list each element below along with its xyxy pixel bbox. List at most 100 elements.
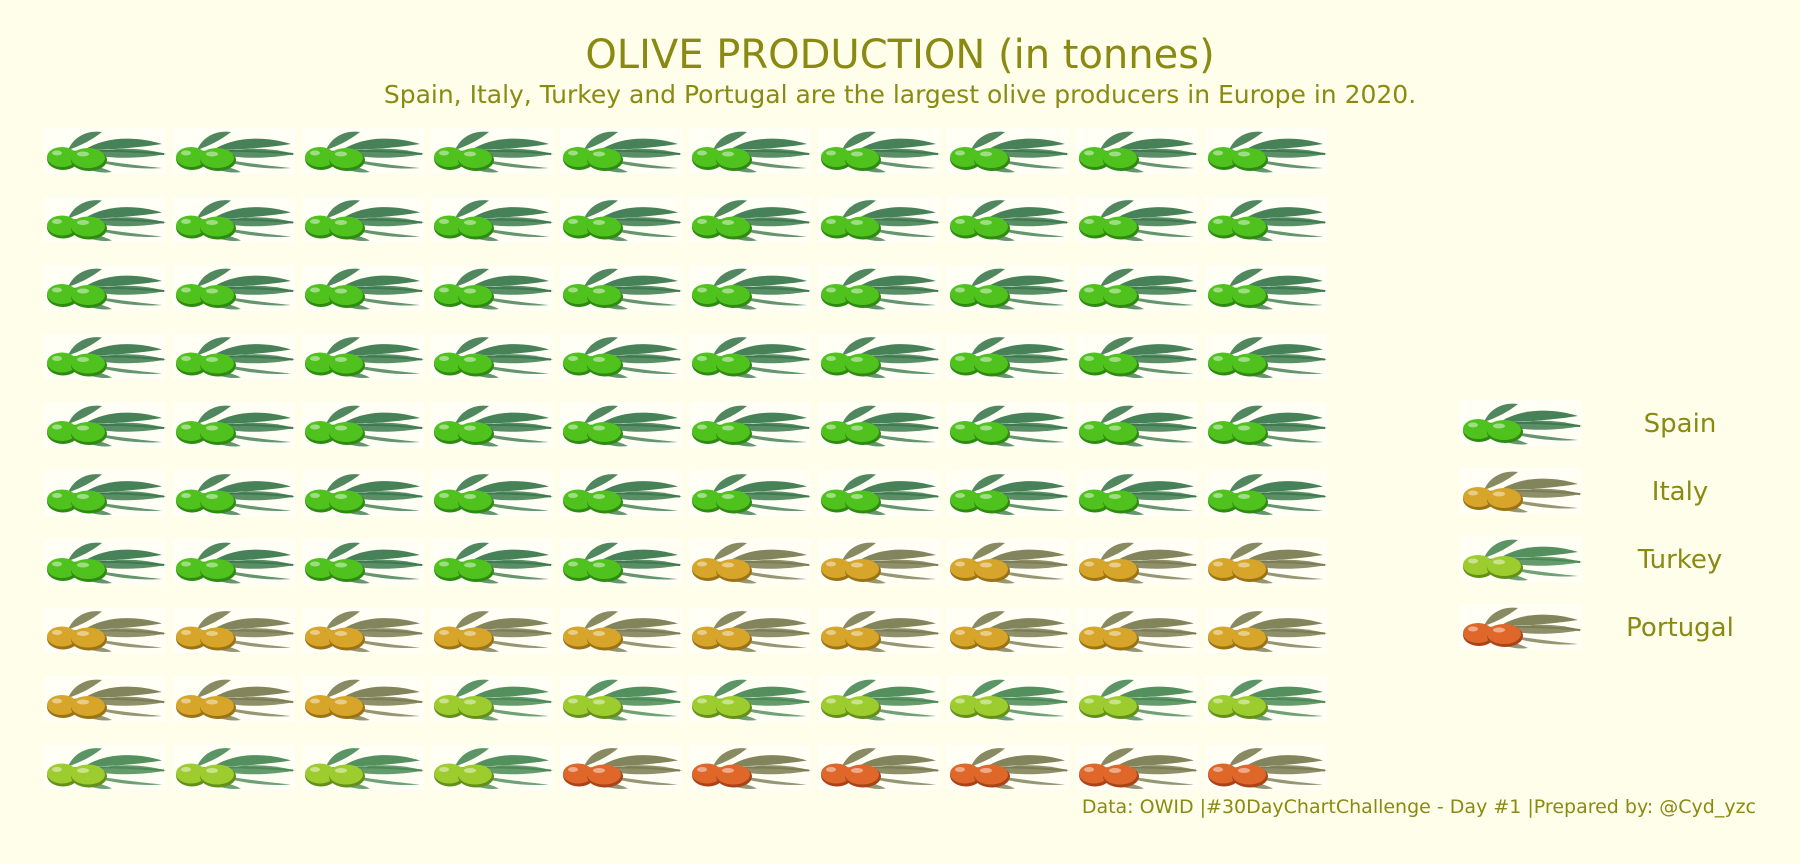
legend-label-turkey: Turkey — [1637, 545, 1723, 575]
waffle-cell-spain — [1076, 128, 1198, 174]
waffle-cell-spain — [689, 128, 811, 174]
waffle-cell-spain — [431, 128, 553, 174]
waffle-cell-spain — [431, 196, 553, 243]
waffle-cell-turkey — [302, 744, 424, 791]
waffle-cell-spain — [1076, 333, 1198, 380]
waffle-cell-spain — [44, 470, 166, 517]
waffle-grid — [44, 128, 1327, 791]
waffle-cell-italy — [689, 607, 811, 654]
waffle-cell-spain — [44, 402, 166, 448]
legend-label-portugal: Portugal — [1626, 613, 1734, 643]
waffle-cell-italy — [1076, 607, 1198, 654]
waffle-cell-italy — [1205, 607, 1327, 654]
waffle-cell-italy — [818, 539, 940, 585]
waffle-cell-italy — [560, 607, 682, 654]
waffle-cell-spain — [302, 196, 424, 243]
waffle-cell-italy — [302, 676, 424, 722]
legend-label-spain: Spain — [1644, 409, 1717, 439]
chart-title: OLIVE PRODUCTION (in tonnes) — [585, 32, 1215, 78]
waffle-cell-spain — [947, 128, 1069, 174]
legend-key-turkey — [1460, 536, 1582, 582]
legend: Spain Italy Turkey Portugal — [1460, 400, 1734, 650]
waffle-cell-turkey — [173, 744, 295, 791]
waffle-cell-spain — [560, 333, 682, 380]
waffle-cell-spain — [302, 128, 424, 174]
waffle-cell-spain — [1076, 402, 1198, 448]
waffle-cell-spain — [173, 470, 295, 517]
waffle-cell-spain — [431, 265, 553, 311]
waffle-cell-spain — [1076, 196, 1198, 243]
waffle-cell-turkey — [1205, 676, 1327, 722]
waffle-cell-spain — [947, 265, 1069, 311]
waffle-cell-spain — [1076, 265, 1198, 311]
waffle-cell-portugal — [818, 744, 940, 791]
waffle-cell-turkey — [1076, 676, 1198, 722]
waffle-cell-spain — [173, 128, 295, 174]
waffle-cell-spain — [689, 196, 811, 243]
waffle-cell-spain — [302, 265, 424, 311]
waffle-cell-spain — [1205, 470, 1327, 517]
waffle-cell-spain — [431, 402, 553, 448]
waffle-cell-spain — [689, 402, 811, 448]
waffle-cell-spain — [1205, 128, 1327, 174]
waffle-cell-turkey — [818, 676, 940, 722]
waffle-cell-spain — [302, 402, 424, 448]
waffle-cell-spain — [1205, 333, 1327, 380]
waffle-cell-spain — [560, 402, 682, 448]
waffle-cell-spain — [173, 196, 295, 243]
waffle-cell-italy — [173, 676, 295, 722]
waffle-cell-italy — [818, 607, 940, 654]
waffle-cell-spain — [560, 196, 682, 243]
legend-key-spain — [1460, 400, 1582, 446]
waffle-cell-spain — [689, 470, 811, 517]
waffle-cell-spain — [1076, 470, 1198, 517]
waffle-cell-portugal — [947, 744, 1069, 791]
waffle-cell-italy — [947, 539, 1069, 585]
waffle-cell-spain — [947, 470, 1069, 517]
waffle-cell-spain — [431, 333, 553, 380]
waffle-cell-spain — [818, 265, 940, 311]
waffle-cell-spain — [44, 128, 166, 174]
waffle-cell-spain — [173, 539, 295, 585]
waffle-cell-turkey — [44, 744, 166, 791]
waffle-cell-spain — [947, 402, 1069, 448]
waffle-cell-turkey — [947, 676, 1069, 722]
waffle-cell-spain — [689, 265, 811, 311]
waffle-cell-spain — [947, 196, 1069, 243]
waffle-cell-spain — [44, 539, 166, 585]
waffle-cell-spain — [1205, 265, 1327, 311]
waffle-cell-italy — [302, 607, 424, 654]
waffle-cell-italy — [1076, 539, 1198, 585]
waffle-cell-spain — [44, 333, 166, 380]
waffle-cell-portugal — [689, 744, 811, 791]
waffle-cell-turkey — [431, 744, 553, 791]
waffle-cell-spain — [947, 333, 1069, 380]
waffle-cell-spain — [44, 196, 166, 243]
waffle-cell-turkey — [560, 676, 682, 722]
waffle-cell-spain — [431, 470, 553, 517]
legend-key-italy — [1460, 468, 1582, 514]
waffle-cell-spain — [1205, 402, 1327, 448]
waffle-cell-spain — [302, 333, 424, 380]
waffle-cell-italy — [173, 607, 295, 654]
waffle-cell-spain — [1205, 196, 1327, 243]
chart-subtitle: Spain, Italy, Turkey and Portugal are th… — [383, 80, 1417, 109]
waffle-cell-spain — [560, 470, 682, 517]
waffle-cell-italy — [431, 607, 553, 654]
waffle-cell-spain — [173, 402, 295, 448]
waffle-cell-italy — [1205, 539, 1327, 585]
waffle-cell-spain — [431, 539, 553, 585]
waffle-cell-italy — [44, 607, 166, 654]
waffle-cell-spain — [302, 470, 424, 517]
waffle-cell-spain — [560, 539, 682, 585]
waffle-cell-spain — [689, 333, 811, 380]
waffle-cell-spain — [173, 265, 295, 311]
waffle-cell-turkey — [431, 676, 553, 722]
waffle-cell-italy — [947, 607, 1069, 654]
waffle-cell-portugal — [1205, 744, 1327, 791]
waffle-cell-spain — [818, 196, 940, 243]
waffle-cell-italy — [44, 676, 166, 722]
waffle-cell-portugal — [560, 744, 682, 791]
waffle-cell-turkey — [689, 676, 811, 722]
